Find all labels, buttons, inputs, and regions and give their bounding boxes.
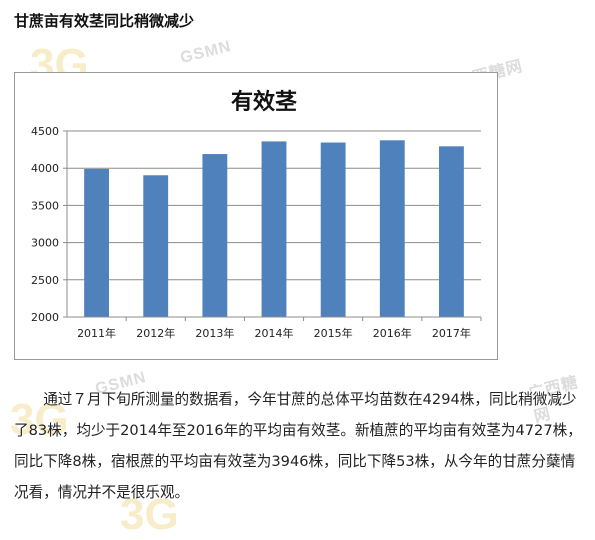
chart-container: 有效茎 2000 2500 3000 3500 4000 4500 2011年 2012年 201… bbox=[14, 72, 498, 360]
bar-chart: 有效茎 2000 2500 3000 3500 4000 4500 2011年 2012年 201… bbox=[31, 89, 482, 340]
y-tick-label: 3500 bbox=[31, 199, 59, 212]
bar bbox=[379, 140, 405, 317]
x-tick-label: 2014年 bbox=[255, 326, 294, 340]
page-heading: 甘蔗亩有效茎同比稍微减少 bbox=[14, 12, 195, 30]
y-tick-label: 2000 bbox=[31, 311, 59, 324]
bar bbox=[84, 168, 109, 317]
x-tick-label: 2015年 bbox=[314, 326, 353, 340]
watermark-logo: 3G bbox=[10, 395, 69, 444]
y-tick-label: 3000 bbox=[31, 237, 59, 250]
y-tick-label: 4000 bbox=[31, 162, 59, 175]
bar bbox=[261, 141, 287, 317]
bar bbox=[320, 142, 346, 317]
y-tick-label: 4500 bbox=[31, 125, 59, 138]
watermark-text: GSMN bbox=[178, 37, 234, 68]
chart-title: 有效茎 bbox=[231, 89, 297, 115]
bar bbox=[143, 175, 169, 317]
x-tick-label: 2017年 bbox=[432, 326, 471, 340]
body-paragraph: 通过７月下旬所测量的数据看，今年甘蔗的总体平均苗数在4294株，同比稍微减少了8… bbox=[14, 391, 582, 501]
x-tick-label: 2012年 bbox=[136, 326, 175, 340]
x-tick-label: 2011年 bbox=[77, 326, 116, 340]
bar bbox=[439, 146, 464, 317]
x-tick-label: 2013年 bbox=[195, 326, 234, 340]
x-tick-label: 2016年 bbox=[373, 326, 412, 340]
bar bbox=[202, 154, 228, 317]
y-tick-label: 2500 bbox=[31, 274, 59, 287]
